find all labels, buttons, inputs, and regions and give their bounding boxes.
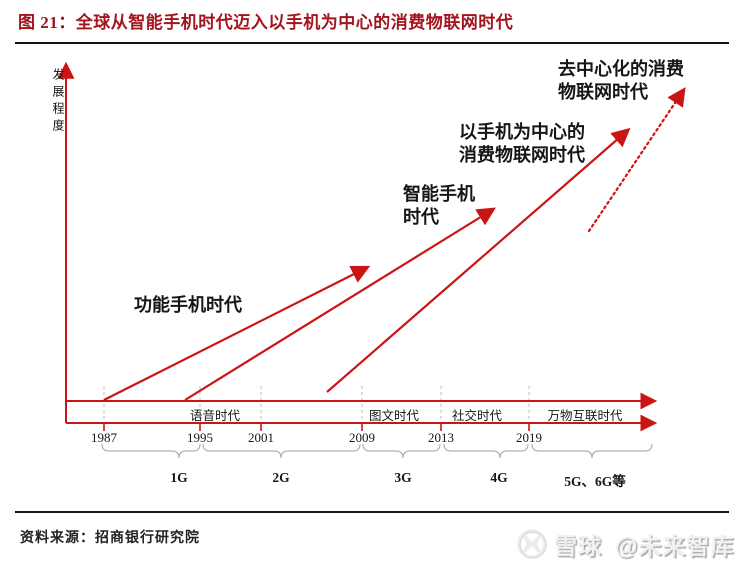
title-divider-line <box>15 42 729 44</box>
watermark-handle: @未来智库 <box>615 533 735 559</box>
year-2001: 2001 <box>248 430 274 445</box>
era-label-social: 社交时代 <box>451 409 503 423</box>
year-2009: 2009 <box>349 430 375 445</box>
stage-label-line: 物联网时代 <box>558 82 648 102</box>
year-1995: 1995 <box>187 430 213 445</box>
brace-3g <box>362 443 441 459</box>
gen-label-5g-6g: 5G、6G等 <box>564 474 626 489</box>
year-2013: 2013 <box>428 430 454 445</box>
xueqiu-logo-icon <box>517 529 547 559</box>
brace-2g <box>202 443 361 459</box>
stage-label-feature-phone: 功能手机时代 <box>134 294 242 317</box>
footer-divider-line <box>15 511 729 513</box>
arrow-phone-centric-iot-era <box>326 127 631 393</box>
brace-5g <box>531 443 653 459</box>
stage-label-line: 消费物联网时代 <box>459 145 585 165</box>
watermark-brand: 雪球 <box>554 533 602 559</box>
brace-1g <box>101 443 201 459</box>
source-note: 资料来源：招商银行研究院 <box>20 531 200 546</box>
stage-label-decentralized-iot: 去中心化的消费 物联网时代 <box>558 58 684 104</box>
gen-label-3g: 3G <box>394 470 412 485</box>
figure-title: 图 21：全球从智能手机时代迈入以手机为中心的消费物联网时代 <box>18 13 514 32</box>
generation-braces <box>101 443 653 459</box>
brace-4g <box>443 443 529 459</box>
year-ticks <box>103 423 530 431</box>
era-label-image-text: 图文时代 <box>368 409 420 423</box>
gen-label-2g: 2G <box>272 470 290 485</box>
stage-label-phone-centric-iot: 以手机为中心的 消费物联网时代 <box>459 121 585 167</box>
stage-label-smartphone: 智能手机 时代 <box>403 183 475 229</box>
era-label-iot-everything: 万物互联时代 <box>547 409 623 423</box>
y-axis-label: 发展程度 <box>51 68 65 136</box>
year-1987: 1987 <box>91 430 117 445</box>
watermark: 雪球 @未来智库 <box>517 527 734 561</box>
year-2019: 2019 <box>516 430 542 445</box>
arrow-feature-phone-era <box>103 265 371 401</box>
stage-label-line: 智能手机 <box>403 184 475 204</box>
stage-label-line: 功能手机时代 <box>134 295 242 315</box>
stage-label-line: 时代 <box>403 207 439 227</box>
gen-label-1g: 1G <box>170 470 188 485</box>
arrow-smartphone-era <box>184 207 496 401</box>
gen-label-4g: 4G <box>490 470 508 485</box>
era-label-voice: 语音时代 <box>189 409 241 423</box>
stage-label-line: 以手机为中心的 <box>459 122 585 142</box>
arrow-decentralized-iot-era-dotted <box>587 87 686 233</box>
stage-label-line: 去中心化的消费 <box>558 59 684 79</box>
